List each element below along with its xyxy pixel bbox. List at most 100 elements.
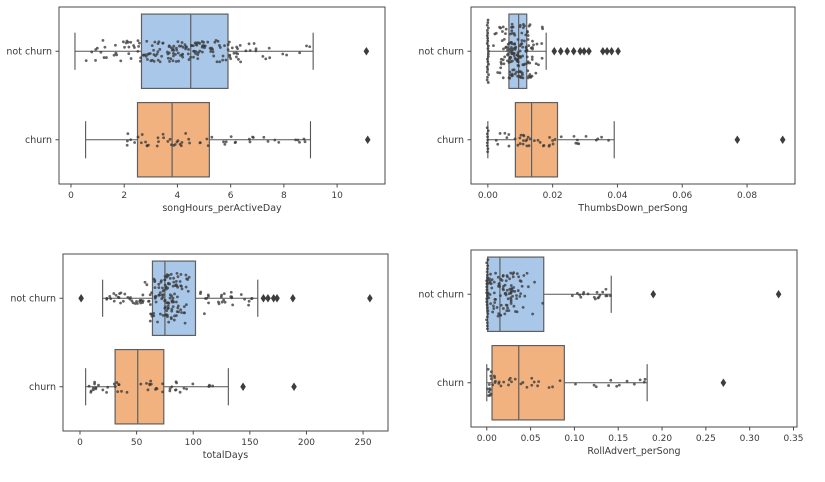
strip-point bbox=[308, 45, 312, 49]
strip-point bbox=[498, 132, 502, 135]
strip-point bbox=[509, 32, 512, 36]
strip-point bbox=[138, 298, 142, 302]
outlier-diamond bbox=[604, 47, 610, 56]
strip-point bbox=[507, 292, 511, 296]
strip-point bbox=[486, 75, 489, 79]
strip-point bbox=[501, 25, 505, 29]
strip-point bbox=[486, 309, 490, 313]
strip-point bbox=[486, 52, 490, 56]
strip-point bbox=[294, 138, 298, 142]
strip-point bbox=[512, 286, 516, 289]
strip-point bbox=[503, 131, 507, 135]
box-row-churn: churn bbox=[437, 101, 786, 178]
strip-point bbox=[296, 138, 300, 142]
strip-point bbox=[157, 40, 161, 44]
strip-point bbox=[163, 283, 167, 287]
strip-point bbox=[493, 381, 497, 384]
strip-point bbox=[501, 307, 505, 310]
strip-point bbox=[486, 129, 490, 133]
strip-point bbox=[596, 137, 600, 141]
subplot-rolladvert-persong: 0.00 0.05 0.10 0.15 0.20 0.25 0.30 0.35 RollAdve… bbox=[418, 249, 804, 457]
strip-point bbox=[175, 48, 179, 52]
strip-point bbox=[528, 73, 532, 76]
strip-point bbox=[126, 40, 130, 44]
strip-point bbox=[148, 383, 152, 387]
strip-point bbox=[264, 57, 268, 61]
x-axis-label: ThumbsDown_perSong bbox=[577, 203, 687, 214]
strip-point bbox=[179, 284, 183, 288]
strip-point bbox=[523, 39, 526, 43]
strip-point bbox=[502, 288, 505, 292]
subplot-songhours-peractiveday: 0 2 4 6 8 10 songHours_perActiveDay not churn ch… bbox=[6, 6, 386, 214]
strip-point bbox=[625, 379, 629, 383]
strip-point bbox=[511, 272, 515, 276]
strip-point bbox=[105, 391, 108, 394]
strip-point bbox=[516, 63, 520, 67]
strip-point bbox=[486, 36, 490, 40]
strip-point bbox=[220, 300, 224, 304]
strip-point bbox=[214, 39, 218, 42]
strip-point bbox=[536, 138, 540, 142]
strip-point bbox=[520, 31, 524, 35]
strip-point bbox=[178, 280, 182, 283]
strip-point bbox=[559, 135, 563, 139]
strip-point bbox=[152, 277, 156, 281]
strip-point bbox=[184, 285, 188, 289]
strip-point bbox=[500, 39, 504, 42]
strip-point bbox=[487, 62, 490, 66]
strip-point bbox=[126, 296, 130, 299]
strip-point bbox=[488, 281, 492, 285]
strip-points bbox=[125, 132, 307, 148]
strip-point bbox=[168, 387, 172, 391]
x-tick-label: 50 bbox=[131, 438, 143, 448]
strip-point bbox=[505, 304, 509, 307]
axes-frame bbox=[470, 6, 796, 185]
strip-point bbox=[516, 51, 520, 54]
strip-point bbox=[161, 132, 165, 136]
strip-point bbox=[247, 303, 250, 307]
strip-point bbox=[615, 384, 619, 388]
strip-point bbox=[169, 57, 173, 61]
strip-point bbox=[192, 49, 196, 53]
strip-point bbox=[103, 45, 107, 49]
strip-point bbox=[196, 53, 200, 57]
strip-point bbox=[489, 377, 493, 381]
strip-point bbox=[510, 287, 513, 291]
strip-point bbox=[607, 138, 610, 142]
strip-point bbox=[158, 47, 162, 51]
strip-point bbox=[201, 44, 204, 48]
strip-point bbox=[643, 377, 647, 381]
x-tick-label: 4 bbox=[175, 191, 181, 201]
strip-point bbox=[212, 54, 216, 58]
strip-point bbox=[179, 308, 183, 312]
strip-point bbox=[161, 382, 165, 386]
strip-point bbox=[507, 309, 511, 312]
strip-point bbox=[494, 298, 497, 301]
strip-point bbox=[485, 273, 489, 277]
strip-point bbox=[492, 307, 496, 310]
strip-point bbox=[511, 275, 515, 279]
outlier-diamond bbox=[265, 294, 271, 303]
strip-point bbox=[575, 138, 579, 142]
x-tick-label: 0.00 bbox=[478, 191, 498, 201]
strip-point bbox=[219, 295, 223, 299]
strip-point bbox=[537, 63, 540, 67]
strip-point bbox=[515, 272, 519, 276]
strip-point bbox=[487, 49, 490, 53]
strip-point bbox=[510, 49, 514, 53]
strip-point bbox=[161, 390, 165, 394]
strip-point bbox=[182, 305, 186, 309]
strip-point bbox=[172, 144, 176, 147]
strip-point bbox=[525, 385, 529, 389]
strip-point bbox=[506, 48, 509, 52]
strip-point bbox=[486, 292, 490, 296]
outlier-diamond bbox=[367, 294, 373, 303]
y-category-label: churn bbox=[25, 135, 52, 146]
strip-point bbox=[485, 23, 489, 27]
strip-point bbox=[137, 45, 141, 48]
strip-point bbox=[153, 286, 157, 290]
strip-point bbox=[642, 380, 646, 384]
strip-point bbox=[499, 26, 503, 30]
strip-point bbox=[298, 51, 302, 55]
strip-point bbox=[168, 389, 172, 393]
